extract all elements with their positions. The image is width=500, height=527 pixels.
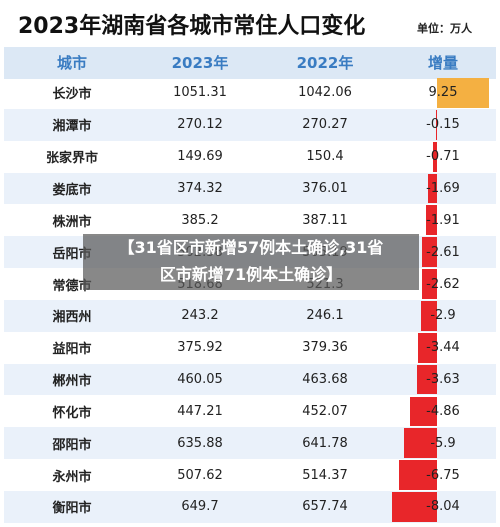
header-row: 城市 2023年 2022年 增量	[4, 47, 496, 79]
value-cell: 9.25	[428, 85, 458, 101]
increment-bar	[420, 300, 437, 331]
title: 2023年湖南省各城市常住人口变化	[18, 14, 366, 39]
value-cell: -6.75	[426, 467, 460, 483]
value-cell: -8.04	[426, 499, 460, 515]
increment-bar	[422, 269, 437, 299]
increment-bar	[403, 428, 437, 459]
overlay-line: 区市新增71例本土确诊】	[159, 265, 343, 284]
city: 益阳市	[52, 342, 92, 358]
value-cell: 657.74	[302, 499, 348, 515]
value-cell: 270.27	[302, 117, 348, 133]
value-cell: 374.32	[177, 180, 223, 196]
value-cell: 463.68	[302, 372, 348, 388]
table-row: 湘西州 243.2 246.1 -2.9	[4, 299, 496, 332]
value-cell: 150.4	[306, 149, 344, 165]
table-row: 长沙市 1051.31 1042.06 9.25	[4, 77, 496, 109]
table-row: 张家界市 149.69 150.4 -0.71	[4, 141, 496, 173]
value-cell: 649.7	[181, 499, 219, 515]
value-cell: 1042.06	[298, 85, 352, 101]
value-cell: -0.71	[426, 149, 460, 165]
value-cell: 641.78	[302, 435, 348, 451]
value-cell: 270.12	[177, 117, 223, 133]
unit: 单位：万人	[417, 22, 472, 35]
value-cell: 507.62	[177, 467, 223, 483]
value-cell: 243.2	[181, 308, 219, 324]
value-cell: -1.91	[426, 212, 460, 228]
value-cell: -2.9	[430, 308, 456, 324]
city: 衡阳市	[52, 501, 92, 517]
increment-bar	[433, 141, 437, 172]
increment-bar	[409, 396, 437, 427]
header-cell: 2023年	[171, 54, 229, 73]
header-cell: 城市	[56, 54, 87, 73]
value-cell: -3.44	[426, 340, 460, 356]
increment-bar	[399, 460, 437, 491]
increment-bar	[416, 364, 437, 395]
value-cell: 246.1	[306, 308, 344, 324]
city: 株洲市	[52, 214, 92, 230]
city: 张家界市	[45, 151, 98, 167]
table-row: 株洲市 385.2 387.11 -1.91	[4, 204, 496, 236]
value-cell: -2.62	[426, 276, 460, 292]
value-cell: 460.05	[177, 372, 223, 388]
value-cell: 452.07	[302, 403, 348, 419]
value-cell: 635.88	[177, 435, 223, 451]
city: 邵阳市	[52, 437, 92, 453]
increment-bar	[417, 332, 437, 363]
increment-bar	[427, 173, 437, 204]
value-cell: 149.69	[177, 149, 223, 165]
table-row: 怀化市 447.21 452.07 -4.86	[4, 396, 496, 428]
news-overlay: 【31省区市新增57例本土确诊,31省 区市新增71例本土确诊】	[83, 234, 419, 290]
table-row: 邵阳市 635.88 641.78 -5.9	[4, 427, 496, 460]
table-row: 郴州市 460.05 463.68 -3.63	[4, 363, 496, 396]
table-row: 益阳市 375.92 379.36 -3.44	[4, 332, 496, 364]
value-cell: -0.15	[426, 117, 460, 133]
increment-bar	[426, 205, 437, 236]
increment-bar	[422, 237, 437, 268]
value-cell: 514.37	[302, 467, 348, 483]
overlay-line: 【31省区市新增57例本土确诊,31省	[118, 238, 384, 257]
table-row: 永州市 507.62 514.37 -6.75	[4, 459, 496, 491]
header-cell: 2022年	[296, 54, 354, 73]
city: 永州市	[52, 469, 92, 485]
city: 郴州市	[52, 374, 92, 390]
city: 长沙市	[52, 87, 92, 103]
city: 湘西州	[52, 310, 92, 326]
value-cell: 387.11	[302, 212, 348, 228]
increment-bar	[436, 109, 437, 140]
city: 岳阳市	[52, 246, 92, 262]
value-cell: 1051.31	[173, 85, 227, 101]
value-cell: 379.36	[302, 340, 348, 356]
header-cell: 增量	[427, 54, 458, 73]
value-cell: -1.69	[426, 180, 460, 196]
city: 常德市	[52, 278, 92, 294]
increment-bar	[391, 492, 437, 522]
table-row: 娄底市 374.32 376.01 -1.69	[4, 172, 496, 205]
table-row: 衡阳市 649.7 657.74 -8.04	[4, 491, 496, 523]
increment-bar	[437, 78, 489, 108]
value-cell: -4.86	[426, 403, 460, 419]
value-cell: 375.92	[177, 340, 223, 356]
city: 娄底市	[52, 182, 92, 198]
city: 湘潭市	[52, 119, 92, 135]
value-cell: -2.61	[426, 244, 460, 260]
city: 怀化市	[52, 405, 92, 421]
value-cell: 385.2	[181, 212, 219, 228]
value-cell: -3.63	[426, 372, 460, 388]
table-row: 湘潭市 270.12 270.27 -0.15	[4, 108, 496, 141]
value-cell: 447.21	[177, 403, 223, 419]
value-cell: 376.01	[302, 180, 348, 196]
value-cell: -5.9	[430, 435, 456, 451]
